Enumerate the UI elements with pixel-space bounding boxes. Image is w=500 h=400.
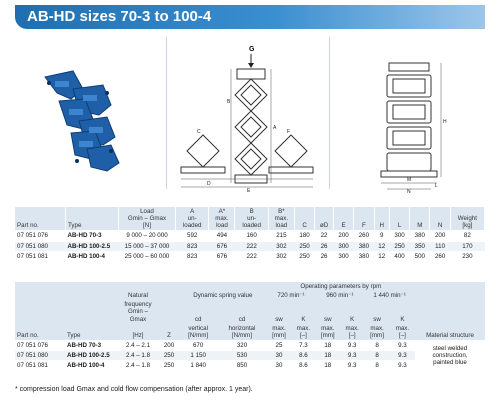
col-m: M [409,207,431,231]
dim-b: B [227,99,231,105]
title-banner: AB-HD sizes 70-3 to 100-4 [15,5,485,29]
col-rpm-1440: 1 440 min⁻¹ [364,291,415,301]
dim-m: M [407,177,411,183]
dim-a: A [273,125,277,131]
col-part-no: Part no. [15,323,65,341]
dim-n: N [407,189,411,193]
col-c: C [294,207,316,231]
divider [329,37,330,189]
col-e: E [333,207,355,231]
col-b-star: B* max. load [268,207,295,231]
image-panel: G [15,33,485,193]
product-photo [15,33,165,193]
table-header-row: Operating parameters by rpm [15,282,485,292]
dim-l: L [435,183,438,189]
material-structure-cell: steel welded construction, painted blue [415,339,485,371]
table-header-row: Part no. Type [Hz] Z vertical [N/mm] hori… [15,323,485,341]
table-row: 07 051 081 AB-HD 100-4 2.4 – 1.8 250 1 840 … [15,360,485,371]
dim-d: D [207,181,211,187]
operating-parameters-table: Operating parameters by rpm Natural Dyna… [15,282,485,371]
table-row: 07 051 076 AB-HD 70-3 9 000 – 20 000 592 49… [15,230,485,241]
col-material-structure: Material structure [415,323,485,341]
table-header-row: frequency Gmin – Gmax cd cd sw K sw K sw K [15,300,485,324]
dim-h: H [443,119,447,125]
col-frequency: [Hz] [117,323,159,341]
col-horizontal: horizontal [N/mm] [217,323,267,341]
col-type: Type [65,207,119,231]
dim-e: E [247,188,251,193]
col-h: H [374,207,390,231]
table-row: 07 051 080 AB-HD 100-2.5 15 000 – 37 000 8… [15,240,485,252]
table-row: 07 051 076 AB-HD 70-3 2.4 – 2.1 200 670 320… [15,339,485,371]
col-rpm-720: 720 min⁻¹ [266,291,316,301]
col-part-no: Part no. [15,207,66,231]
col-z: Z [159,323,179,341]
col-dynamic-spring-value: Dynamic spring value [179,291,267,301]
col-l: L [389,207,411,231]
table-row: 07 051 081 AB-HD 100-4 25 000 – 60 000 823… [15,250,485,261]
col-n: N [429,207,451,231]
table-row: 07 051 080 AB-HD 100-2.5 2.4 – 1.8 250 1 15… [15,349,485,361]
col-od: øD [314,207,334,231]
col-a-star: A* max. load [208,207,236,231]
col-f: F [353,207,375,231]
dim-c: C [197,129,201,135]
col-type: Type [65,323,117,341]
col-weight: Weight [kg] [450,207,486,231]
dim-f: F [287,129,290,135]
drawing-label-g: G [249,46,255,53]
technical-drawing-front: G [167,33,327,193]
page-title: AB-HD sizes 70-3 to 100-4 [27,8,212,25]
footnote: * compression load Gmax and cold flow co… [15,386,253,393]
col-operating-parameters: Operating parameters by rpm [266,282,415,292]
divider [166,37,167,189]
table-header-row: Natural Dynamic spring value 720 min⁻¹ 9… [15,291,485,301]
col-rpm-960: 960 min⁻¹ [315,291,365,301]
col-vertical: vertical [N/mm] [179,323,218,341]
col-load: Load Gmin – Gmax [N] [118,207,176,231]
technical-drawing-side: M N L H [331,33,485,193]
